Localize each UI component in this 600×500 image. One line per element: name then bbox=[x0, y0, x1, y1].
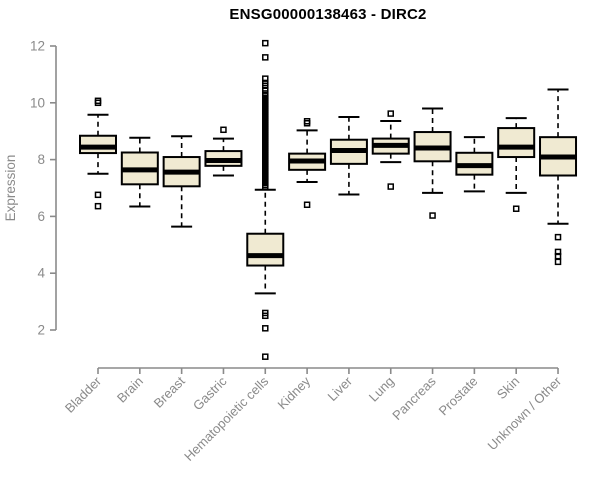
boxplot-skin bbox=[497, 117, 536, 212]
y-axis-title: Expression bbox=[3, 155, 18, 222]
outlier-point bbox=[220, 126, 227, 134]
outlier-point bbox=[429, 212, 436, 219]
y-tick-label: 4 bbox=[37, 266, 45, 281]
y-tick-label: 2 bbox=[37, 323, 45, 338]
outlier-point bbox=[303, 118, 311, 125]
boxplot-kidney bbox=[288, 118, 327, 209]
outlier-point bbox=[554, 252, 562, 260]
x-tick-label-kidney: Kidney bbox=[275, 373, 314, 412]
outlier-point bbox=[94, 191, 102, 199]
chart-title: ENSG00000138463 - DIRC2 bbox=[229, 6, 427, 23]
outlier-point bbox=[262, 353, 269, 360]
x-tick-label-bladder: Bladder bbox=[62, 373, 105, 416]
y-tick-label: 8 bbox=[37, 152, 45, 167]
outlier-point bbox=[512, 205, 520, 212]
outlier-point bbox=[262, 183, 269, 191]
x-tick-label-breast: Breast bbox=[151, 373, 188, 410]
boxplot-liver bbox=[329, 116, 368, 196]
x-tick-label-pancreas: Pancreas bbox=[389, 373, 439, 423]
boxplot-prostate bbox=[455, 136, 494, 193]
boxplot-pancreas bbox=[413, 107, 452, 219]
boxplot-bladder bbox=[79, 97, 117, 210]
x-tick-label-lung: Lung bbox=[366, 374, 397, 405]
boxplot-breast bbox=[162, 135, 201, 228]
outlier-point bbox=[387, 183, 394, 190]
x-tick-label-skin: Skin bbox=[494, 374, 522, 402]
boxplot-unknown-other bbox=[539, 88, 578, 266]
outlier-point bbox=[554, 233, 562, 241]
y-tick-label: 10 bbox=[30, 95, 45, 110]
x-tick-label-unknown-other: Unknown / Other bbox=[485, 373, 565, 453]
x-tick-label-gastric: Gastric bbox=[190, 373, 230, 413]
outlier-point bbox=[262, 39, 269, 47]
outlier-point bbox=[554, 258, 562, 266]
boxplot-gastric bbox=[204, 126, 243, 177]
x-tick-label-liver: Liver bbox=[325, 373, 356, 404]
boxplot-hematopoietic-cells bbox=[246, 39, 285, 360]
outlier-point bbox=[262, 54, 269, 61]
boxplot-lung bbox=[371, 110, 410, 190]
outlier-point bbox=[262, 325, 269, 332]
y-tick-label: 6 bbox=[37, 209, 45, 224]
x-tick-label-brain: Brain bbox=[114, 374, 146, 406]
y-axis: 2 4 6 8 10 12 Expression bbox=[3, 39, 57, 338]
y-tick-label: 12 bbox=[30, 39, 45, 54]
x-tick-label-prostate: Prostate bbox=[436, 374, 481, 419]
outlier-point bbox=[303, 201, 311, 209]
outlier-point bbox=[94, 97, 102, 105]
outlier-point bbox=[262, 312, 269, 320]
boxplot-brain bbox=[120, 136, 159, 208]
outlier-point bbox=[94, 202, 102, 210]
outlier-point bbox=[387, 110, 394, 117]
